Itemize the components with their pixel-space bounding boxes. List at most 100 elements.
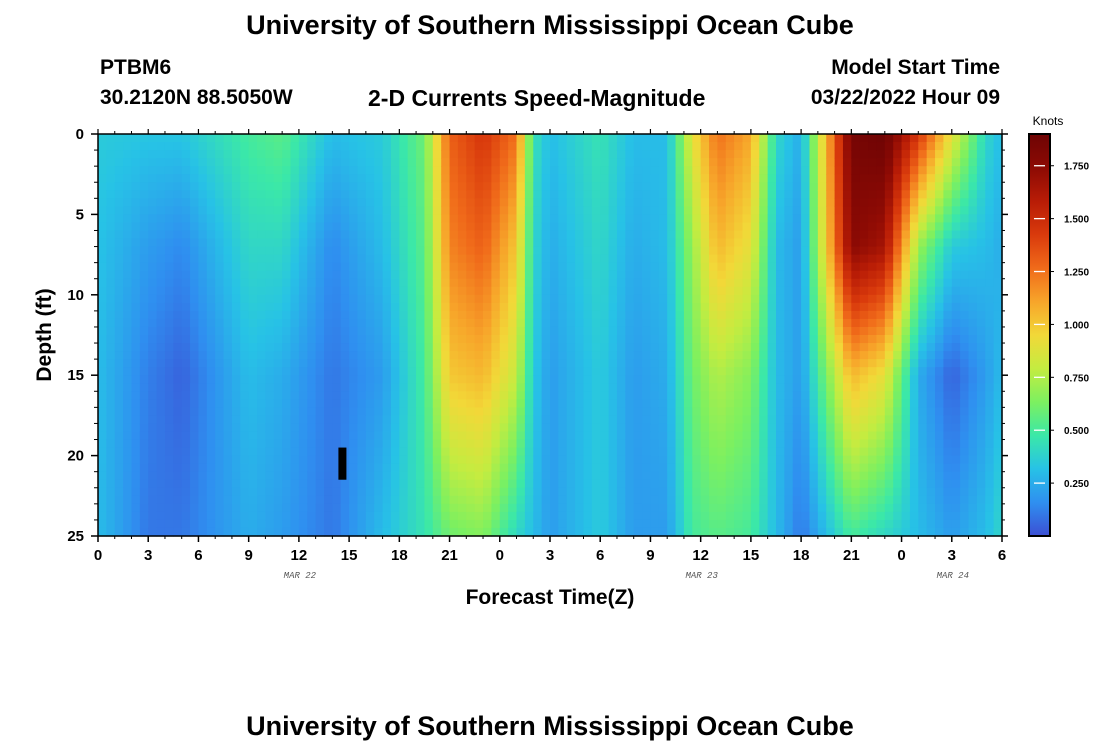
heatmap-cell bbox=[700, 246, 710, 256]
heatmap-cell bbox=[257, 399, 267, 408]
heatmap-cell bbox=[441, 343, 451, 352]
heatmap-cell bbox=[483, 375, 493, 384]
heatmap-cell bbox=[248, 326, 258, 336]
heatmap-cell bbox=[600, 294, 610, 304]
heatmap-cell bbox=[625, 423, 635, 433]
heatmap-cell bbox=[725, 375, 735, 384]
heatmap-cell bbox=[642, 383, 652, 392]
heatmap-cell bbox=[750, 343, 760, 352]
heatmap-cell bbox=[675, 487, 685, 497]
heatmap-cell bbox=[667, 134, 677, 143]
heatmap-cell bbox=[340, 286, 350, 296]
heatmap-cell bbox=[809, 487, 819, 497]
heatmap-cell bbox=[817, 527, 827, 537]
heatmap-cell bbox=[424, 343, 434, 352]
heatmap-cell bbox=[190, 367, 200, 376]
heatmap-cell bbox=[499, 326, 509, 336]
heatmap-cell bbox=[616, 495, 626, 505]
heatmap-cell bbox=[667, 455, 677, 465]
heatmap-cell bbox=[223, 423, 233, 433]
heatmap-cell bbox=[231, 134, 241, 143]
heatmap-cell bbox=[650, 455, 660, 465]
heatmap-cell bbox=[918, 302, 928, 312]
heatmap-cell bbox=[884, 479, 894, 489]
heatmap-cell bbox=[98, 238, 107, 248]
heatmap-cell bbox=[499, 399, 509, 408]
heatmap-cell bbox=[324, 230, 333, 240]
heatmap-cell bbox=[817, 495, 827, 505]
heatmap-cell bbox=[106, 230, 116, 240]
heatmap-cell bbox=[273, 254, 283, 264]
heatmap-cell bbox=[282, 431, 292, 441]
heatmap-cell bbox=[650, 479, 660, 489]
heatmap-cell bbox=[206, 198, 216, 207]
heatmap-cell bbox=[700, 479, 710, 489]
heatmap-cell bbox=[834, 471, 844, 481]
heatmap-cell bbox=[692, 423, 702, 433]
heatmap-cell bbox=[290, 190, 300, 199]
heatmap-cell bbox=[817, 326, 827, 336]
heatmap-cell bbox=[868, 222, 878, 232]
heatmap-cell bbox=[600, 375, 610, 384]
heatmap-cell bbox=[474, 343, 484, 352]
heatmap-cell bbox=[742, 375, 752, 384]
heatmap-cell bbox=[616, 318, 626, 328]
heatmap-cell bbox=[449, 166, 459, 175]
heatmap-cell bbox=[784, 214, 794, 224]
heatmap-cell bbox=[591, 527, 601, 537]
heatmap-cell bbox=[608, 343, 618, 352]
heatmap-cell bbox=[842, 511, 852, 521]
heatmap-cell bbox=[290, 318, 300, 328]
heatmap-cell bbox=[231, 302, 241, 312]
heatmap-cell bbox=[650, 302, 660, 312]
heatmap-cell bbox=[884, 375, 894, 384]
heatmap-cell bbox=[909, 383, 919, 392]
heatmap-cell bbox=[390, 262, 400, 272]
heatmap-cell bbox=[750, 471, 760, 481]
heatmap-cell bbox=[909, 367, 919, 376]
heatmap-cell bbox=[901, 487, 911, 497]
heatmap-cell bbox=[541, 503, 551, 513]
heatmap-cell bbox=[432, 375, 442, 384]
heatmap-cell bbox=[483, 150, 493, 159]
heatmap-cell bbox=[483, 447, 493, 457]
heatmap-cell bbox=[876, 206, 886, 215]
heatmap-cell bbox=[215, 310, 225, 320]
heatmap-cell bbox=[541, 519, 551, 529]
heatmap-cell bbox=[324, 158, 333, 167]
heatmap-cell bbox=[817, 503, 827, 513]
heatmap-cell bbox=[868, 511, 878, 521]
heatmap-cell bbox=[98, 246, 107, 256]
heatmap-cell bbox=[876, 335, 886, 344]
heatmap-cell bbox=[734, 423, 744, 433]
heatmap-cell bbox=[390, 142, 400, 151]
heatmap-cell bbox=[206, 270, 216, 280]
heatmap-cell bbox=[457, 318, 467, 328]
heatmap-cell bbox=[767, 326, 777, 336]
heatmap-cell bbox=[884, 391, 894, 400]
heatmap-cell bbox=[432, 326, 442, 336]
heatmap-cell bbox=[868, 142, 878, 151]
heatmap-cell bbox=[114, 310, 124, 320]
heatmap-cell bbox=[792, 286, 802, 296]
heatmap-cell bbox=[884, 262, 894, 272]
heatmap-cell bbox=[625, 294, 635, 304]
heatmap-cell bbox=[767, 511, 777, 521]
heatmap-cell bbox=[809, 294, 819, 304]
heatmap-cell bbox=[483, 254, 493, 264]
heatmap-cell bbox=[382, 479, 392, 489]
heatmap-cell bbox=[734, 463, 744, 473]
heatmap-cell bbox=[173, 479, 183, 489]
heatmap-cell bbox=[801, 182, 811, 191]
heatmap-cell bbox=[499, 246, 509, 256]
heatmap-cell bbox=[273, 270, 283, 280]
heatmap-cell bbox=[365, 230, 375, 240]
heatmap-cell bbox=[734, 335, 744, 344]
heatmap-cell bbox=[667, 214, 677, 224]
heatmap-cell bbox=[834, 511, 844, 521]
heatmap-cell bbox=[642, 479, 652, 489]
heatmap-cell bbox=[139, 471, 149, 481]
heatmap-cell bbox=[499, 487, 509, 497]
heatmap-cell bbox=[215, 206, 225, 215]
heatmap-cell bbox=[750, 527, 760, 537]
